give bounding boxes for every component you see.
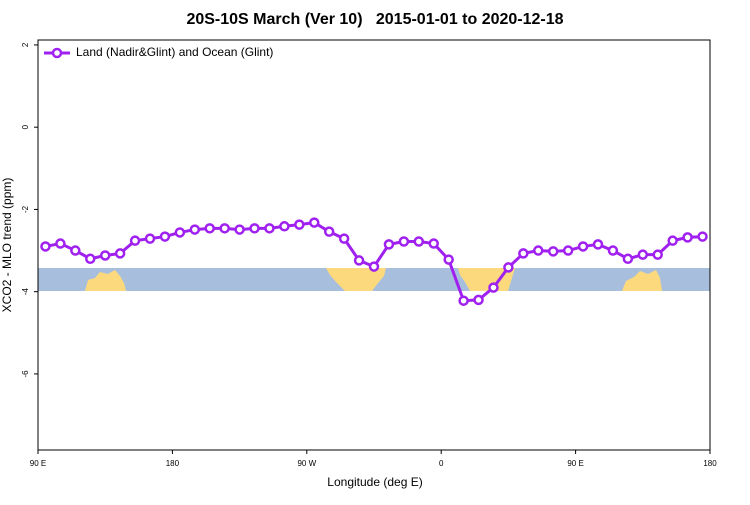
data-point xyxy=(577,241,589,252)
data-point xyxy=(249,223,260,234)
data-point xyxy=(413,236,425,247)
data-point xyxy=(458,295,469,306)
data-point xyxy=(428,238,439,249)
data-point xyxy=(144,233,156,244)
data-point xyxy=(443,254,454,265)
data-point xyxy=(697,231,708,242)
data-point xyxy=(353,255,365,266)
data-point xyxy=(547,246,559,257)
data-point xyxy=(55,238,66,249)
data-point xyxy=(85,253,96,265)
data-point xyxy=(114,248,126,259)
y-axis-label: XCO2 - MLO trend (ppm) xyxy=(0,178,14,313)
plot-frame xyxy=(37,39,711,451)
x-tick-label: 90 W xyxy=(297,459,316,468)
data-point xyxy=(637,249,649,260)
chart-title: 20S-10S March (Ver 10) 2015-01-01 to 202… xyxy=(186,11,563,28)
x-axis-label: Longitude (deg E) xyxy=(327,475,422,489)
data-point xyxy=(607,245,619,256)
data-point xyxy=(682,232,693,243)
data-point xyxy=(503,262,514,273)
data-point xyxy=(533,245,544,256)
data-point xyxy=(99,250,111,261)
x-tick-label: 0 xyxy=(439,459,444,468)
data-point xyxy=(622,253,634,265)
y-tick-label: 0 xyxy=(21,124,30,129)
data-point xyxy=(174,227,186,238)
y-tick-label: -6 xyxy=(21,370,30,378)
x-tick-label: 180 xyxy=(166,459,180,468)
data-point xyxy=(129,235,141,246)
data-point xyxy=(264,223,275,234)
data-point xyxy=(309,217,320,228)
data-point xyxy=(204,223,215,234)
data-point xyxy=(338,233,350,244)
data-point xyxy=(189,224,201,235)
data-point xyxy=(473,294,484,306)
data-point xyxy=(219,223,230,234)
data-point xyxy=(368,261,380,272)
data-point xyxy=(562,245,574,256)
data-point xyxy=(518,248,529,259)
data-point xyxy=(70,245,81,256)
y-tick-label: 2 xyxy=(21,42,30,47)
data-point xyxy=(159,231,171,242)
y-tick-label: -2 xyxy=(21,205,30,213)
x-tick-label: 90 E xyxy=(30,459,46,468)
data-point xyxy=(40,241,51,252)
legend-marker xyxy=(51,47,63,59)
data-point xyxy=(294,219,305,230)
data-point xyxy=(398,236,410,247)
data-point xyxy=(488,282,499,293)
data-point xyxy=(279,221,290,232)
x-tick-label: 90 E xyxy=(567,459,583,468)
legend-label: Land (Nadir&Glint) and Ocean (Glint) xyxy=(76,45,273,59)
data-point xyxy=(323,226,335,237)
data-point xyxy=(667,235,678,246)
data-point xyxy=(652,249,663,260)
data-point xyxy=(383,239,395,250)
land-shape xyxy=(326,268,386,291)
data-point xyxy=(234,224,245,235)
data-point xyxy=(592,239,604,250)
map-band xyxy=(38,268,710,291)
land-shape xyxy=(85,270,126,291)
x-tick-label: 180 xyxy=(703,459,717,468)
y-tick-label: -4 xyxy=(21,288,30,296)
land-shape xyxy=(458,268,515,291)
land-shape xyxy=(622,270,662,291)
